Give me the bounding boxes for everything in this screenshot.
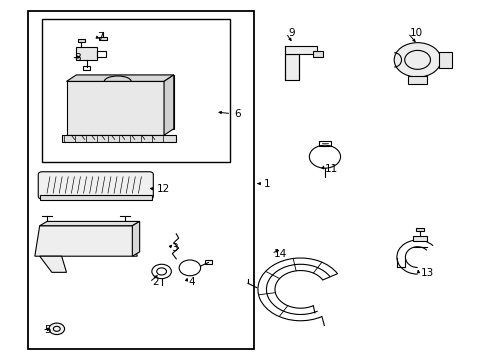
Text: 8: 8 bbox=[74, 53, 81, 63]
Circle shape bbox=[49, 323, 64, 334]
Text: 12: 12 bbox=[157, 184, 170, 194]
Polygon shape bbox=[40, 256, 66, 273]
Bar bbox=[78, 39, 84, 42]
Text: 1: 1 bbox=[264, 179, 270, 189]
Bar bbox=[97, 50, 105, 57]
Text: 2: 2 bbox=[152, 277, 158, 287]
Bar bbox=[285, 54, 298, 80]
Circle shape bbox=[393, 42, 440, 77]
Text: 10: 10 bbox=[409, 28, 423, 38]
Bar bbox=[99, 37, 107, 40]
Bar bbox=[407, 76, 427, 84]
Bar bbox=[76, 47, 97, 60]
Bar bbox=[412, 235, 427, 241]
Text: 11: 11 bbox=[325, 164, 338, 174]
Bar bbox=[204, 260, 212, 264]
FancyBboxPatch shape bbox=[38, 172, 153, 199]
Bar bbox=[61, 135, 176, 141]
Polygon shape bbox=[132, 221, 140, 256]
Text: 4: 4 bbox=[188, 277, 195, 287]
Text: 13: 13 bbox=[420, 268, 433, 278]
Bar bbox=[27, 12, 254, 348]
Bar bbox=[66, 81, 163, 135]
Bar bbox=[438, 51, 451, 68]
Bar bbox=[312, 50, 323, 57]
Polygon shape bbox=[35, 226, 137, 256]
Polygon shape bbox=[40, 221, 140, 226]
Text: 14: 14 bbox=[273, 248, 286, 258]
Bar bbox=[40, 195, 152, 200]
Bar bbox=[82, 66, 90, 70]
Text: 6: 6 bbox=[233, 109, 240, 119]
Polygon shape bbox=[66, 75, 173, 81]
Bar bbox=[285, 45, 316, 54]
Bar bbox=[319, 141, 330, 146]
Bar bbox=[76, 75, 173, 129]
Text: 9: 9 bbox=[288, 28, 294, 38]
Polygon shape bbox=[163, 75, 173, 135]
Text: 3: 3 bbox=[171, 243, 178, 253]
Bar bbox=[415, 228, 423, 231]
Text: 5: 5 bbox=[44, 325, 51, 335]
Bar bbox=[42, 19, 229, 162]
Text: 7: 7 bbox=[97, 32, 103, 41]
